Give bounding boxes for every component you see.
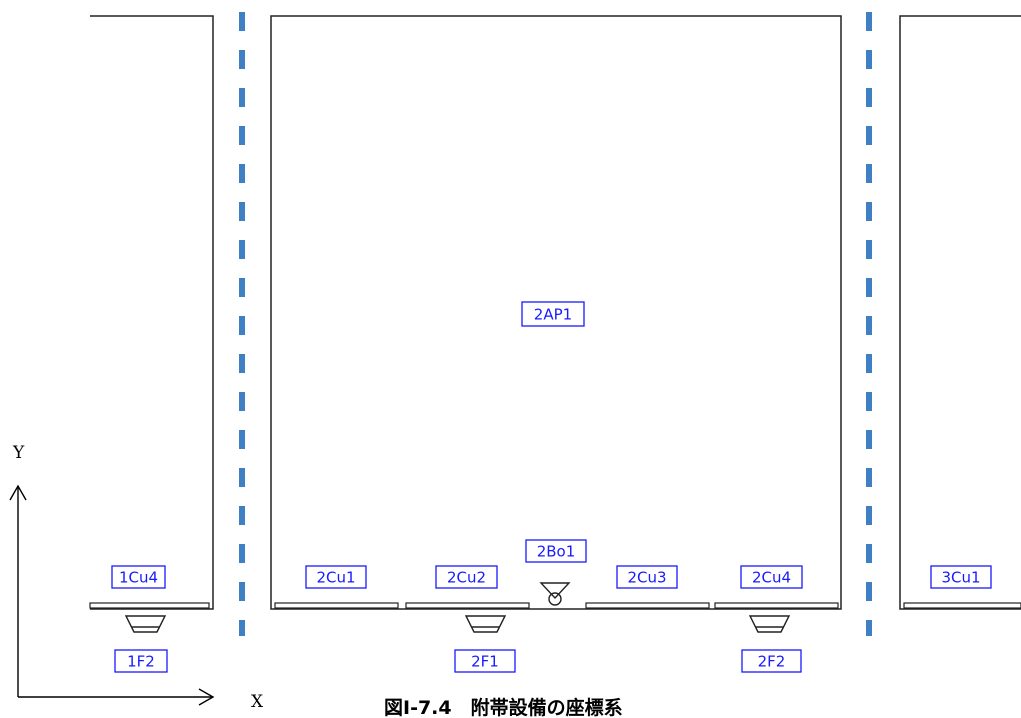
svg-text:2Cu4: 2Cu4 (752, 569, 791, 587)
svg-text:1F2: 1F2 (127, 653, 155, 671)
svg-text:1Cu4: 1Cu4 (119, 569, 158, 587)
axis-arrows (9, 484, 215, 706)
svg-text:2Cu1: 2Cu1 (316, 569, 355, 587)
tag-2bo1: 2Bo1 (525, 539, 587, 563)
fixture-1f2 (124, 615, 167, 633)
tag-2cu4: 2Cu4 (740, 565, 803, 589)
tag-3cu1: 3Cu1 (930, 565, 992, 589)
tag-1cu4: 1Cu4 (111, 565, 166, 589)
svg-text:3Cu1: 3Cu1 (941, 569, 980, 587)
tag-2f1: 2F1 (454, 649, 516, 673)
svg-text:2Cu2: 2Cu2 (447, 569, 486, 587)
svg-text:2F1: 2F1 (471, 653, 499, 671)
room-3-outline (899, 15, 1021, 610)
tag-1f2: 1F2 (114, 649, 168, 673)
tag-2cu1: 2Cu1 (305, 565, 367, 589)
room-3-bar (903, 602, 1021, 609)
figure-caption: 図Ⅰ-7.4 附帯設備の座標系 (384, 696, 623, 718)
fixture-2f1 (464, 615, 507, 633)
boiler-symbol (539, 582, 571, 606)
svg-text:2Cu3: 2Cu3 (627, 569, 666, 587)
y-axis-label: Y (12, 443, 25, 463)
tag-2f2: 2F2 (741, 649, 802, 673)
room-1-bar (89, 602, 210, 609)
room-1-outline (90, 15, 214, 610)
fixture-2f2 (748, 615, 791, 633)
x-axis-label: X (251, 692, 264, 712)
svg-text:2Bo1: 2Bo1 (537, 543, 576, 561)
tag-2cu2: 2Cu2 (435, 565, 498, 589)
tag-2ap1: 2AP1 (521, 301, 585, 327)
room-2-outline (270, 15, 842, 610)
room-2-bars (274, 602, 839, 609)
svg-text:2F2: 2F2 (758, 653, 786, 671)
tag-2cu3: 2Cu3 (616, 565, 678, 589)
svg-text:2AP1: 2AP1 (534, 306, 572, 324)
